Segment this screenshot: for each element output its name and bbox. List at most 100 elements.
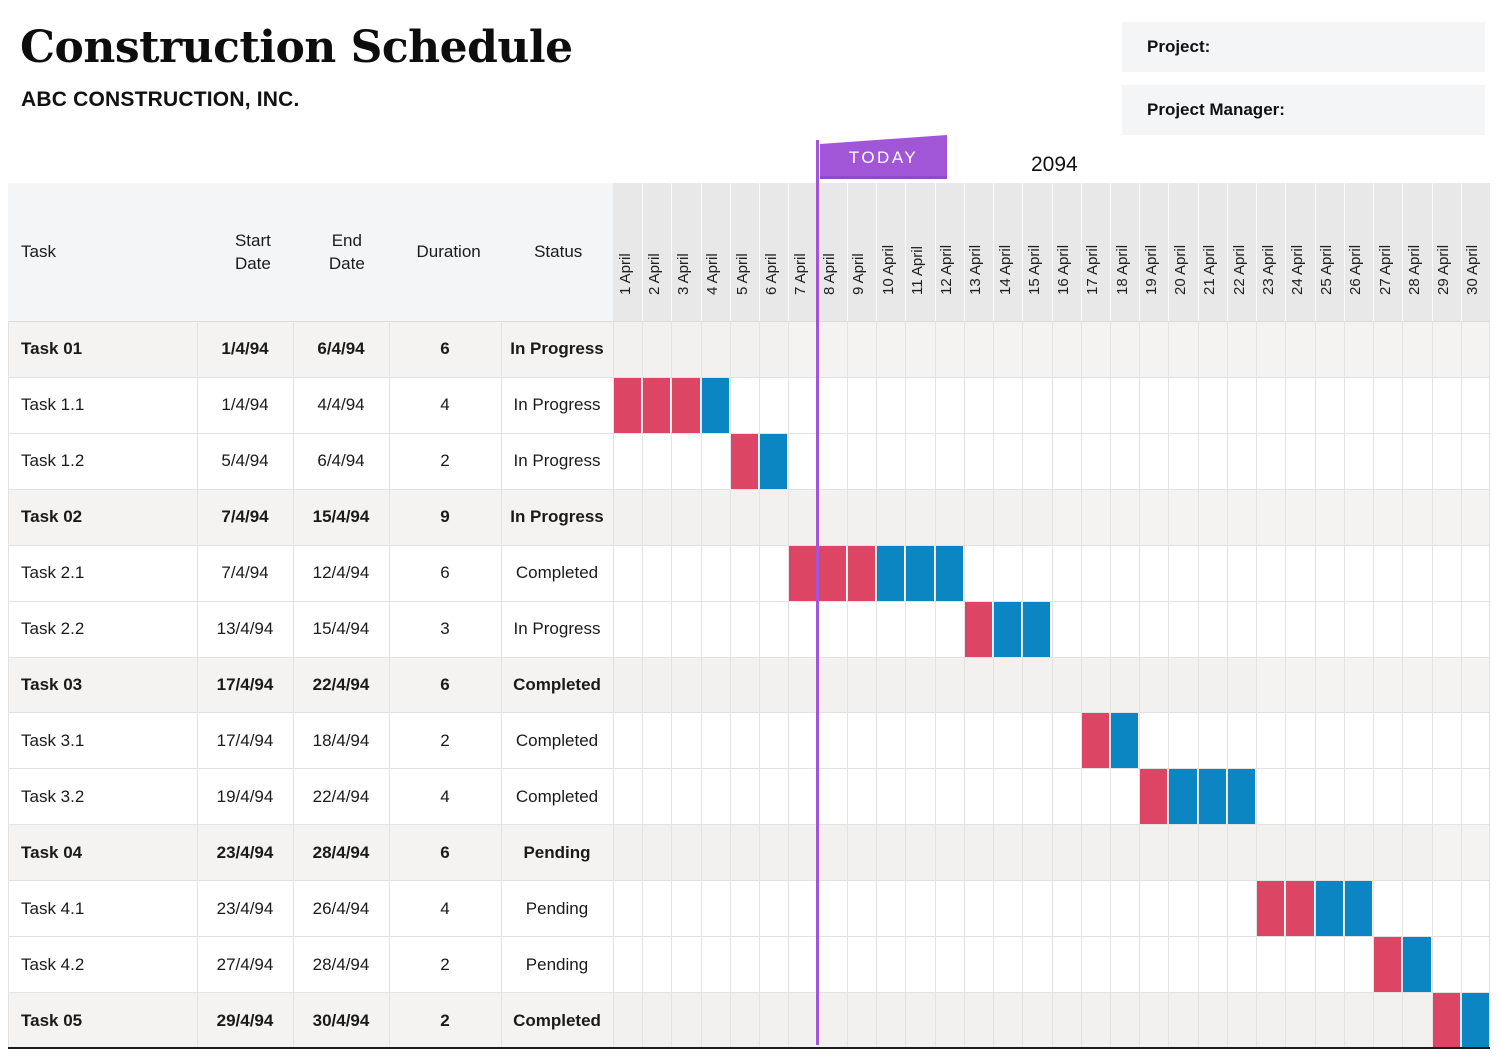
subtask-row: Task 3.2 19/4/94 22/4/94 4 Completed (8, 769, 1490, 826)
end-date-cell: 4/4/94 (317, 395, 365, 415)
duration-cell: 2 (440, 451, 450, 471)
gantt-day-gridline (1460, 322, 1462, 1049)
company-name: ABC CONSTRUCTION, INC. (21, 88, 300, 111)
task-cell: Task 01 (21, 339, 83, 359)
gantt-bar-red (818, 545, 846, 601)
start-date-cell: 23/4/94 (216, 842, 274, 862)
date-label: 3 April (675, 253, 693, 295)
gantt-header-separator (700, 183, 702, 322)
task-cell: Task 2.2 (21, 619, 85, 639)
project-manager-field[interactable]: Project Manager: (1122, 85, 1485, 135)
table-row-cells: Task 1.1 1/4/94 4/4/94 4 In Progress (8, 378, 613, 433)
date-label: 12 April (938, 244, 956, 295)
gantt-bar-blue (994, 601, 1022, 657)
page-title: Construction Schedule (20, 22, 573, 73)
task-cell: Task 3.2 (21, 786, 85, 806)
gantt-bar-red (614, 377, 642, 433)
date-label: 13 April (967, 244, 985, 295)
status-cell: Completed (513, 674, 601, 694)
status-cell: In Progress (513, 451, 601, 471)
gantt-day-gridline (1168, 322, 1170, 1049)
gantt-day-gridline (1343, 322, 1345, 1049)
table-column-line (8, 322, 9, 1049)
gantt-day-gridline (1285, 322, 1287, 1049)
gantt-header-separator (1256, 183, 1258, 322)
gantt-day-gridline (905, 322, 907, 1049)
gantt-header-separator (788, 183, 790, 322)
summary-task-row: Task 05 29/4/94 30/4/94 2 Completed (8, 993, 1490, 1049)
gantt-day-gridline (846, 322, 848, 1049)
gantt-bar-blue (1198, 769, 1226, 825)
gantt-bar-blue (701, 377, 729, 433)
date-label: 1 April (616, 253, 634, 295)
gantt-day-gridline (642, 322, 644, 1049)
start-date-cell: 1/4/94 (221, 339, 269, 359)
gantt-day-gridline (934, 322, 936, 1049)
date-label: 21 April (1201, 244, 1219, 295)
subtask-row: Task 2.1 7/4/94 12/4/94 6 Completed (8, 545, 1490, 602)
summary-task-row: Task 04 23/4/94 28/4/94 6 Pending (8, 825, 1490, 882)
duration-cell: 4 (440, 786, 450, 806)
status-cell: In Progress (510, 339, 604, 359)
gantt-day-gridline (1139, 322, 1141, 1049)
gantt-header-separator (1460, 183, 1462, 322)
project-label: Project: (1147, 37, 1211, 56)
task-cell: Task 1.2 (21, 451, 85, 471)
duration-cell: 3 (440, 619, 450, 639)
gantt-bar-red (847, 545, 876, 601)
gantt-header-separator (1431, 183, 1433, 322)
table-column-line (197, 322, 198, 1049)
start-date-cell: 27/4/94 (216, 954, 274, 974)
gantt-header-separator (729, 183, 731, 322)
schedule-table: Task Start Date End Date Duration Status… (8, 183, 1490, 1050)
subtask-row: Task 3.1 17/4/94 18/4/94 2 Completed (8, 713, 1490, 770)
table-header-left (8, 183, 613, 322)
start-date-cell: 29/4/94 (216, 1010, 274, 1030)
start-date-cell: 7/4/94 (221, 563, 269, 583)
gantt-bar-red (1286, 881, 1314, 937)
end-date-cell: 26/4/94 (312, 898, 370, 918)
table-column-line (389, 322, 390, 1049)
gantt-header-separator (876, 183, 878, 322)
date-label: 25 April (1318, 244, 1336, 295)
gantt-header-separator (846, 183, 848, 322)
project-field[interactable]: Project: (1122, 22, 1485, 72)
gantt-bar-red (730, 433, 759, 489)
date-label: 30 April (1464, 244, 1482, 295)
status-cell: Completed (513, 1010, 601, 1030)
table-row-cells: Task 1.2 5/4/94 6/4/94 2 In Progress (8, 434, 613, 489)
date-label: 23 April (1259, 244, 1277, 295)
end-date-cell: 22/4/94 (312, 674, 370, 694)
subtask-row: Task 4.2 27/4/94 28/4/94 2 Pending (8, 937, 1490, 994)
date-label: 7 April (792, 253, 810, 295)
summary-band (613, 489, 1052, 545)
end-date-cell: 18/4/94 (312, 730, 370, 750)
summary-task-row: Task 03 17/4/94 22/4/94 6 Completed (8, 657, 1490, 714)
gantt-bar-blue (1023, 601, 1051, 657)
gantt-day-gridline (1402, 322, 1404, 1049)
gantt-bar-red (1432, 993, 1460, 1048)
start-date-cell: 17/4/94 (216, 674, 274, 694)
gantt-day-gridline (1431, 322, 1433, 1049)
status-cell: Completed (515, 730, 599, 750)
gantt-day-gridline (729, 322, 731, 1049)
gantt-header-separator (1285, 183, 1287, 322)
gantt-day-gridline (1197, 322, 1199, 1049)
task-cell: Task 03 (21, 674, 83, 694)
status-cell: Pending (523, 842, 591, 862)
subtask-row: Task 2.2 13/4/94 15/4/94 3 In Progress (8, 601, 1490, 658)
end-date-cell: 15/4/94 (312, 507, 370, 527)
status-cell: In Progress (513, 395, 601, 415)
project-manager-label: Project Manager: (1147, 100, 1285, 119)
date-label: 14 April (996, 244, 1014, 295)
gantt-bar-blue (1403, 937, 1431, 993)
start-date-cell: 19/4/94 (216, 786, 274, 806)
gantt-day-gridline (1022, 322, 1024, 1049)
gantt-header-separator (1197, 183, 1199, 322)
duration-cell: 4 (440, 395, 450, 415)
gantt-header-separator (905, 183, 907, 322)
gantt-bar-blue (935, 545, 963, 601)
gantt-header-separator (1314, 183, 1316, 322)
date-label: 5 April (733, 253, 751, 295)
